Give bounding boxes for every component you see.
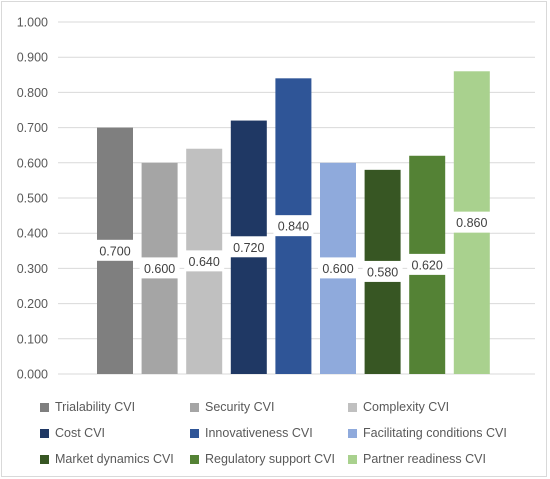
legend-row: Cost CVI Innovativeness CVI Facilitating c… (40, 420, 540, 446)
data-label-box (139, 257, 180, 279)
data-label: 0.860 (456, 216, 487, 230)
y-tick-label: 0.900 (17, 51, 48, 65)
y-tick-label: 0.800 (17, 86, 48, 100)
legend-label: Trialability CVI (55, 400, 136, 414)
data-label-box (451, 211, 492, 233)
legend-swatch (348, 402, 357, 412)
y-tick-label: 1.000 (17, 16, 48, 30)
legend-label: Regulatory support CVI (205, 452, 335, 466)
legend-swatch (40, 428, 49, 438)
y-tick-label: 0.300 (17, 262, 48, 276)
data-label: 0.600 (322, 262, 353, 276)
data-label: 0.640 (189, 255, 220, 269)
legend-swatch (40, 402, 49, 412)
legend-item: Cost CVI (40, 426, 190, 440)
y-tick-label: 0.600 (17, 156, 48, 170)
data-label: 0.840 (278, 220, 309, 234)
y-tick-label: 0.000 (17, 368, 48, 382)
data-label-box (95, 239, 135, 261)
legend-swatch (40, 454, 49, 464)
legend-item: Market dynamics CVI (40, 452, 190, 466)
data-label-box (318, 257, 358, 279)
legend-label: Innovativeness CVI (205, 426, 313, 440)
legend-item: Facilitating conditions CVI (348, 426, 538, 440)
legend-item: Partner readiness CVI (348, 452, 538, 466)
legend: Trialability CVI Security CVI Complexity C… (40, 394, 540, 472)
legend-swatch (190, 402, 199, 412)
legend-swatch (190, 428, 199, 438)
data-label: 0.600 (144, 262, 175, 276)
data-label: 0.580 (367, 265, 398, 279)
legend-item: Innovativeness CVI (190, 426, 348, 440)
legend-item: Regulatory support CVI (190, 452, 348, 466)
data-label-box (362, 260, 403, 282)
legend-item: Trialability CVI (40, 400, 190, 414)
data-label-box (184, 250, 225, 272)
data-label: 0.720 (233, 241, 264, 255)
bar-chart: 0.000 0.100 0.200 0.300 0.400 0.500 0.600 0.700… (17, 16, 535, 382)
legend-label: Cost CVI (55, 426, 106, 440)
legend-label: Facilitating conditions CVI (363, 426, 507, 440)
y-tick-label: 0.700 (17, 121, 48, 135)
data-label-box (273, 215, 314, 237)
legend-item: Complexity CVI (348, 400, 538, 414)
legend-label: Security CVI (205, 400, 275, 414)
data-label: 0.620 (412, 258, 443, 272)
legend-swatch (348, 454, 357, 464)
legend-swatch (190, 454, 199, 464)
y-tick-label: 0.100 (17, 332, 48, 346)
legend-item: Security CVI (190, 400, 348, 414)
y-tick-label: 0.200 (17, 297, 48, 311)
data-label-box (407, 253, 448, 275)
data-label: 0.700 (99, 244, 130, 258)
legend-label: Complexity CVI (363, 400, 450, 414)
y-tick-label: 0.500 (17, 192, 48, 206)
legend-row: Trialability CVI Security CVI Complexity C… (40, 394, 540, 420)
legend-label: Partner readiness CVI (363, 452, 486, 466)
legend-swatch (348, 428, 357, 438)
legend-label: Market dynamics CVI (55, 452, 174, 466)
y-tick-label: 0.400 (17, 227, 48, 241)
legend-row: Market dynamics CVI Regulatory support CV… (40, 446, 540, 472)
data-label-box (228, 236, 269, 258)
